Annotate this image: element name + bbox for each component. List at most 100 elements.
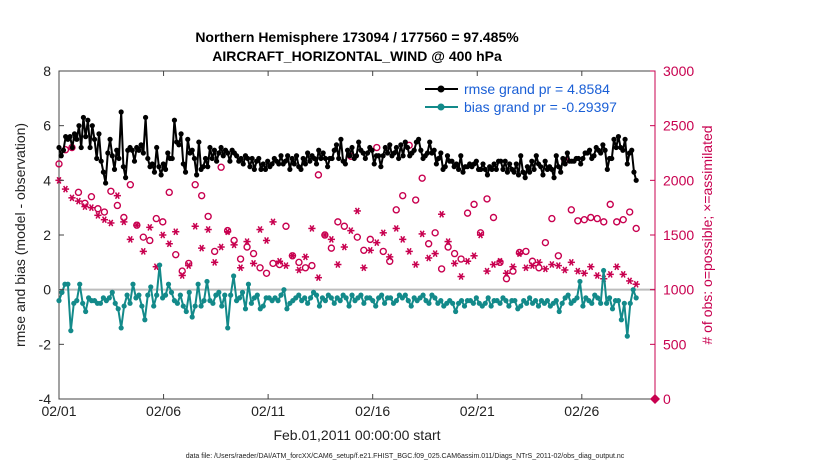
rmse-point <box>342 161 348 167</box>
obs-possible-point <box>593 214 601 223</box>
rmse-point <box>214 158 220 164</box>
rmse-point <box>291 161 297 167</box>
x-tick-label: 02/26 <box>564 403 599 419</box>
bias-point <box>225 325 231 331</box>
bias-point <box>231 273 237 279</box>
bias-point <box>565 292 571 298</box>
obs-assimilated-point <box>522 264 530 272</box>
bias-point <box>151 303 157 309</box>
obs-possible-point <box>554 252 563 260</box>
y-tick-label-left: -2 <box>39 336 52 352</box>
rmse-point <box>580 155 586 162</box>
obs-assimilated-point <box>580 269 588 277</box>
obs-assimilated-point <box>301 253 310 261</box>
bias-point <box>177 292 183 298</box>
asterisk-stroke <box>620 270 626 278</box>
rmse-point <box>360 150 366 156</box>
rmse-point <box>611 136 617 142</box>
obs-possible-point <box>457 255 465 263</box>
bias-point <box>65 281 71 287</box>
obs-assimilated-point <box>321 231 329 239</box>
obs-assimilated-point <box>379 229 387 237</box>
asterisk-stroke <box>173 228 179 236</box>
y-tick-label-right: 1000 <box>663 282 694 298</box>
bias-point <box>305 300 311 306</box>
obs-assimilated-point <box>626 277 634 285</box>
obs-assimilated-point <box>619 270 627 278</box>
rmse-point <box>216 150 222 156</box>
bias-point <box>142 317 148 323</box>
asterisk-stroke <box>63 185 68 193</box>
asterisk-stroke <box>114 192 120 200</box>
obs-assimilated-point <box>269 218 277 226</box>
bias-point <box>121 303 127 309</box>
bias-point <box>180 303 186 309</box>
asterisk-stroke <box>400 235 406 243</box>
obs-assimilated-point <box>275 257 284 265</box>
bias-point <box>488 303 494 309</box>
rmse-point <box>316 147 322 153</box>
rmse-point <box>136 147 142 153</box>
rmse-point <box>369 147 375 153</box>
rmse-point <box>120 164 126 170</box>
obs-assimilated-point <box>295 266 303 274</box>
asterisk-stroke <box>270 218 276 226</box>
obs-possible-point <box>444 243 452 251</box>
asterisk-stroke <box>458 273 464 281</box>
bias-point <box>420 292 426 298</box>
rmse-point <box>622 136 628 142</box>
obs-possible-point <box>94 205 102 213</box>
y-tick-label-right: 2000 <box>663 172 694 188</box>
obs-possible-point <box>152 214 160 223</box>
obs-possible-point <box>548 214 556 223</box>
obs-assimilated-point <box>217 243 225 251</box>
obs-count-markers <box>55 141 640 288</box>
obs-assimilated-point <box>178 271 186 279</box>
asterisk-stroke <box>562 266 568 274</box>
asterisk-stroke <box>277 257 282 265</box>
bias-point <box>438 298 444 304</box>
rmse-point <box>154 144 160 151</box>
rmse-point <box>258 166 264 172</box>
rmse-point <box>189 147 195 153</box>
rmse-point <box>387 142 393 148</box>
bias-point <box>601 267 607 274</box>
rmse-point <box>325 164 331 170</box>
bias-point <box>139 303 145 309</box>
bias-point <box>157 262 163 268</box>
bias-series-line <box>58 264 638 338</box>
rmse-point <box>484 172 491 178</box>
asterisk-stroke <box>627 277 633 285</box>
rmse-point <box>209 155 215 162</box>
rmse-point <box>458 153 464 159</box>
obs-assimilated-point <box>463 257 472 265</box>
rmse-point <box>278 153 284 159</box>
rmse-point <box>524 164 531 170</box>
obs-assimilated-point <box>535 258 543 266</box>
bias-point <box>145 292 151 298</box>
bias-point <box>482 300 488 306</box>
rmse-point <box>504 169 511 175</box>
rmse-point <box>460 169 466 175</box>
rmse-point <box>449 158 455 164</box>
obs-possible-point <box>159 218 167 226</box>
asterisk-stroke <box>588 263 594 271</box>
bias-point <box>239 289 246 295</box>
bias-point <box>97 300 104 306</box>
obs-assimilated-point <box>613 263 621 271</box>
asterisk-stroke <box>192 222 198 230</box>
rmse-point <box>491 161 497 167</box>
obs-assimilated-point <box>574 267 582 275</box>
y-tick-label-left: -4 <box>39 391 52 407</box>
rmse-point <box>320 150 326 156</box>
bias-point <box>281 287 287 293</box>
chart-title-line2: AIRCRAFT_HORIZONTAL_WIND @ 400 hPa <box>212 48 502 64</box>
bias-point <box>535 303 542 309</box>
asterisk-stroke <box>575 267 581 275</box>
right-axis-end-marker <box>650 394 660 404</box>
bias-point <box>183 308 189 315</box>
obs-assimilated-point <box>120 218 128 226</box>
rmse-point <box>522 175 528 181</box>
y-tick-label-left: 2 <box>43 227 51 243</box>
asterisk-stroke <box>302 253 308 261</box>
